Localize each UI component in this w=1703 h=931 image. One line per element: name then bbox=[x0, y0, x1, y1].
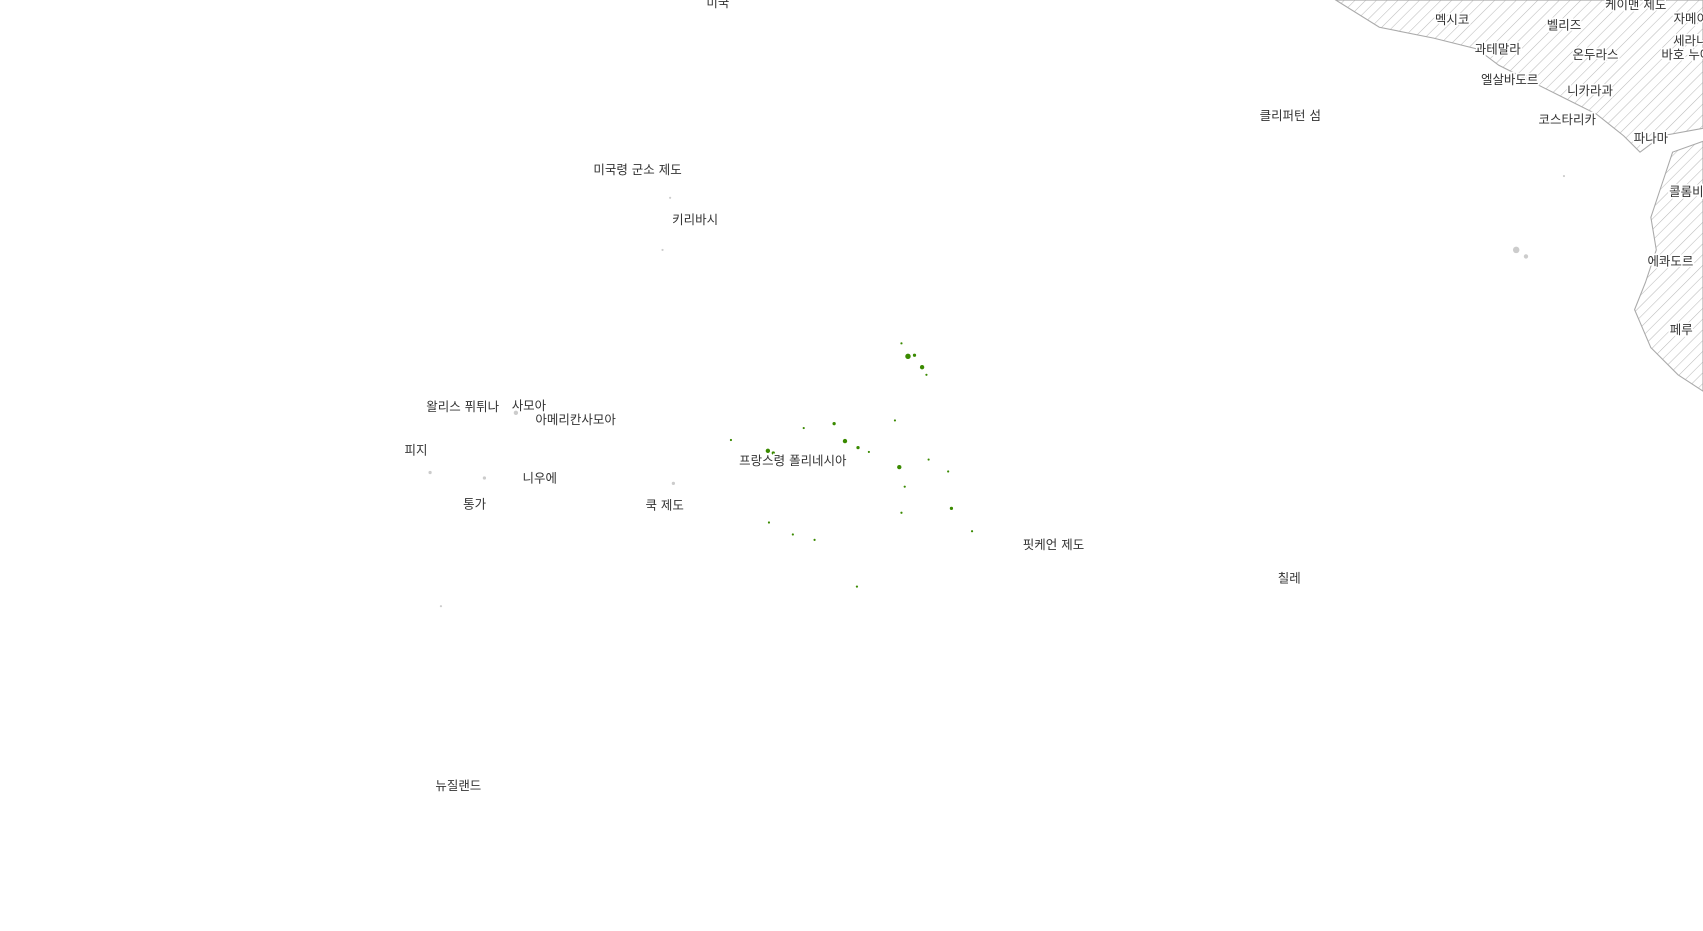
country-label: 멕시코 bbox=[1435, 12, 1469, 27]
country-label: 엘살바도르 bbox=[1481, 72, 1538, 87]
country-label: 코스타리카 bbox=[1539, 112, 1597, 127]
country-label: 사모아 bbox=[512, 398, 547, 413]
country-label: 자메이카 bbox=[1674, 11, 1703, 26]
land bbox=[1334, 0, 1703, 392]
country-label: 세라니야 뱅크 bbox=[1673, 33, 1703, 48]
country-label: 니카라과 bbox=[1567, 83, 1613, 98]
country-label: 키리바시 bbox=[672, 212, 718, 227]
country-label: 뉴질랜드 bbox=[435, 778, 481, 793]
country-label: 피지 bbox=[404, 442, 427, 457]
country-label: 아메리칸사모아 bbox=[535, 412, 616, 427]
country-label: 미국 bbox=[706, 0, 729, 10]
country-label: 과테말라 bbox=[1475, 42, 1521, 57]
country-label: 왈리스 퓌튀나 bbox=[426, 399, 499, 414]
country-label: 쿡 제도 bbox=[645, 498, 683, 513]
country-label: 케이맨 제도 bbox=[1605, 0, 1666, 12]
country-label: 미국령 군소 제도 bbox=[593, 162, 681, 177]
country-label: 콜롬비아 bbox=[1669, 184, 1703, 199]
country-label: 온두라스 bbox=[1572, 47, 1618, 62]
country-label: 에콰도르 bbox=[1647, 253, 1693, 268]
country-label: 클리퍼턴 섬 bbox=[1260, 108, 1321, 123]
country-label: 바호 누에보 bbox=[1661, 47, 1703, 62]
country-label: 파나마 bbox=[1634, 131, 1669, 146]
country-label: 통가 bbox=[463, 497, 486, 512]
french-polynesia bbox=[729, 342, 974, 588]
country-label: 벨리즈 bbox=[1547, 18, 1581, 33]
labels: 미국 멕시코 케이맨 제도 벨리즈 자메이카 과테말라 온두라스 세라니야 뱅크… bbox=[403, 0, 1703, 795]
country-label: 핏케언 제도 bbox=[1023, 537, 1084, 552]
country-label: 페루 bbox=[1670, 322, 1693, 337]
country-label: 칠레 bbox=[1278, 570, 1301, 585]
islands bbox=[428, 174, 1566, 608]
country-label: 니우에 bbox=[523, 471, 557, 486]
country-label: 프랑스령 폴리네시아 bbox=[739, 453, 847, 468]
